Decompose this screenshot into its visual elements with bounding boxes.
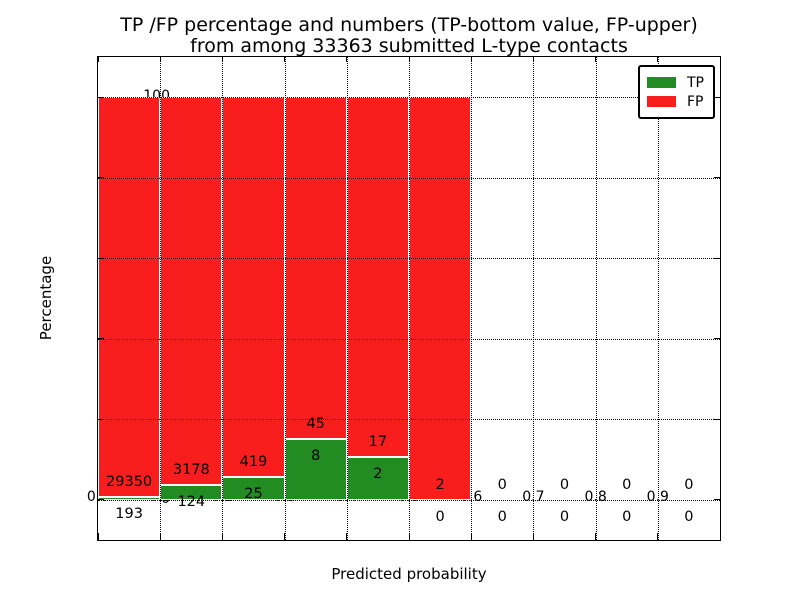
fp-count-label-7: 0 — [559, 476, 570, 493]
y-tick-right-80 — [714, 177, 720, 179]
x-tick-top-0.0 — [97, 57, 99, 62]
x-tick-top-0.8 — [595, 57, 597, 62]
bar-fp-0 — [98, 97, 161, 498]
tp-count-label-5: 0 — [435, 508, 445, 525]
x-tick-top-0.9 — [657, 57, 659, 62]
fp-count-label-9: 0 — [684, 476, 694, 493]
chart-title-line1: TP /FP percentage and numbers (TP-bottom… — [120, 14, 698, 36]
fp-count-label-4: 17 — [368, 434, 388, 451]
fp-count-label-3: 45 — [306, 416, 325, 432]
fp-count-label-6: 0 — [497, 476, 507, 493]
tp-count-label-4: 2 — [373, 466, 383, 483]
x-tick-top-0.2 — [221, 57, 223, 62]
v-gridline-0.5 — [409, 57, 410, 540]
x-axis-label: Predicted probability — [331, 565, 487, 583]
fp-count-label-5: 2 — [435, 476, 445, 493]
fp-legend-swatch — [647, 96, 676, 107]
fp-count-label-2: 419 — [239, 454, 268, 471]
y-tick-left-60 — [98, 257, 104, 259]
tp-count-label-7: 0 — [559, 508, 570, 525]
count-annotations-layer: 29350 193 3178 124 419 25 45 8 17 2 2 0 0 0 0 0 0 0 0 0 — [98, 57, 720, 540]
v-gridline-0.8 — [595, 57, 597, 540]
x-tick-bottom-0.7 — [532, 533, 534, 540]
v-gridline-0.9 — [657, 57, 659, 540]
x-tick-top-0.5 — [408, 57, 410, 62]
x-tick-top-0.3 — [284, 57, 286, 62]
v-gridline-0.7 — [533, 57, 535, 540]
v-gridline-0.3 — [284, 57, 286, 540]
x-tick-bottom-0.3 — [284, 533, 286, 540]
x-tick-bottom-0.2 — [221, 533, 223, 540]
x-tick-top-0.1 — [159, 57, 161, 62]
x-tick-bottom-0.9 — [657, 533, 659, 540]
tp-count-label-9: 0 — [684, 508, 694, 525]
y-tick-left-0 — [98, 499, 104, 501]
tp-legend-swatch — [647, 77, 676, 88]
grid-layer — [98, 57, 720, 540]
v-gridline-0.1 — [160, 57, 162, 540]
tp-count-label-2: 25 — [244, 486, 263, 503]
x-tick-top-0.4 — [346, 57, 348, 62]
fp-count-label-0: 29350 — [106, 474, 153, 491]
y-tick-left-20 — [98, 418, 104, 420]
legend-item-tp: TP — [647, 73, 704, 92]
fp-count-label-1: 3178 — [172, 461, 210, 478]
y-tick-right-0 — [714, 499, 720, 501]
tp-count-label-8: 0 — [622, 508, 632, 525]
tp-count-label-3: 8 — [311, 448, 321, 464]
chart-title-line2: from among 33363 submitted L-type contac… — [190, 35, 628, 57]
bar-fp-3 — [284, 97, 347, 439]
x-tick-bottom-0.1 — [159, 533, 161, 540]
fp-count-label-8: 0 — [622, 476, 632, 493]
v-gridline-0.6 — [471, 57, 473, 540]
tp-count-label-6: 0 — [497, 508, 507, 525]
tp-count-label-1: 124 — [177, 493, 206, 510]
fp-legend-label: FP — [687, 93, 704, 110]
chart-title: TP /FP percentage and numbers (TP-bottom… — [9, 15, 800, 57]
plot-area: 29350 193 3178 124 419 25 45 8 17 2 2 0 0 0 0 0 0 0 0 0 TP … — [97, 56, 721, 541]
x-tick-top-0.6 — [470, 57, 472, 62]
bar-fp-5 — [409, 97, 472, 500]
bar-fp-1 — [160, 97, 223, 485]
y-tick-left-40 — [98, 338, 104, 340]
v-gridline-0.2 — [222, 57, 224, 540]
bar-tp-3 — [284, 439, 347, 500]
y-tick-left-80 — [98, 177, 104, 179]
x-tick-top-0.7 — [532, 57, 534, 62]
y-tick-right-40 — [714, 338, 720, 340]
bars-layer — [98, 57, 720, 540]
y-tick-right-20 — [714, 418, 720, 420]
legend-item-fp: FP — [647, 92, 704, 111]
v-gridline-0.4 — [346, 57, 348, 540]
x-tick-bottom-0.0 — [97, 533, 99, 540]
y-tick-right-60 — [714, 257, 720, 259]
y-tick-right-100 — [714, 96, 720, 98]
y-axis-label: Percentage — [37, 255, 55, 341]
x-tick-bottom-0.5 — [408, 533, 410, 540]
x-tick-bottom-0.4 — [346, 533, 348, 540]
axis-ticks-layer — [97, 57, 720, 540]
x-tick-bottom-0.8 — [595, 533, 597, 540]
y-tick-left-100 — [98, 96, 104, 98]
legend: TP FP — [638, 65, 715, 119]
tp-legend-label: TP — [687, 74, 704, 91]
bar-fp-4 — [346, 97, 409, 458]
bar-tp-0 — [98, 497, 161, 500]
tp-count-label-0: 193 — [115, 506, 143, 523]
x-tick-bottom-0.6 — [470, 533, 472, 540]
